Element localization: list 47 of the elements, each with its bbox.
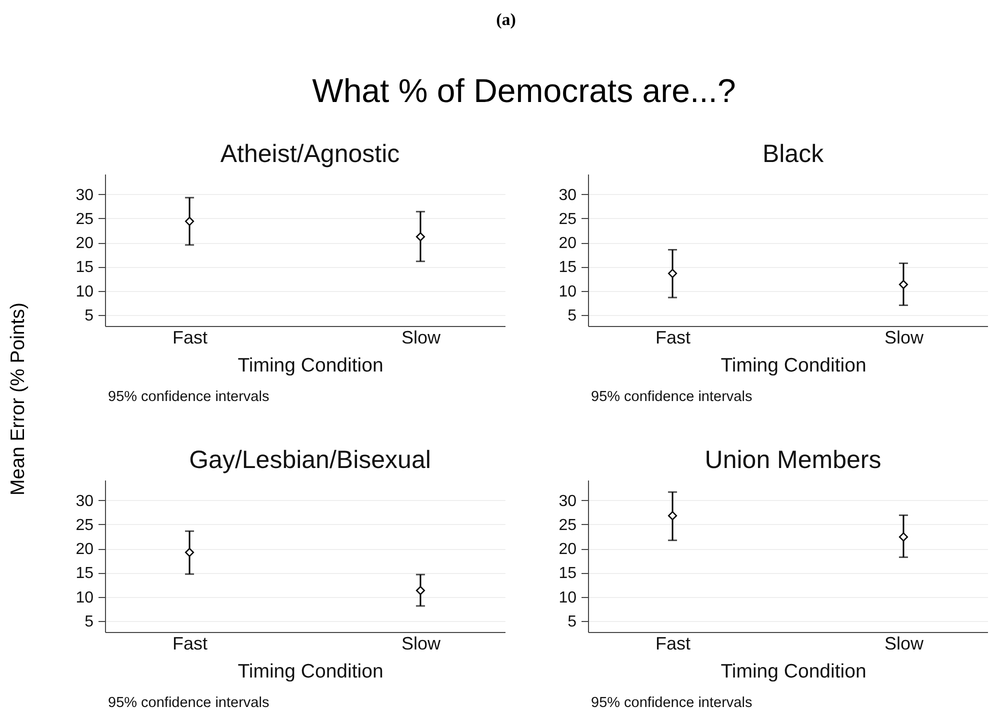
x-tick-label: Slow [884,328,924,348]
text: 95% confidence intervals [591,389,752,405]
x-axis-title: Timing Condition [238,354,384,376]
chart-title: Black [762,140,824,168]
y-tick-label: 5 [84,613,94,630]
x-tick-label: Fast [172,328,208,348]
x-tick-label: Slow [401,634,442,654]
y-tick-label: 25 [558,210,577,228]
chart-title: Union Members [704,446,882,474]
y-tick-label: 10 [558,283,577,300]
x-tick-label: Slow [884,634,924,654]
x-axis-title: Timing Condition [720,354,866,376]
x-axis-title: Timing Condition [238,660,384,682]
text: (a) [496,10,516,29]
x-tick-label: Slow [401,328,442,348]
y-tick-label: 5 [568,613,577,630]
y-tick-label: 10 [558,589,577,606]
y-tick-label: 15 [558,259,577,276]
y-tick-label: 15 [558,565,577,582]
y-tick-label: 20 [76,541,94,558]
text: Mean Error (% Points) [7,302,29,496]
y-tick-label: 20 [76,235,94,252]
y-tick-label: 30 [558,492,577,510]
y-tick-label: 25 [76,516,94,534]
y-tick-label: 20 [558,235,577,252]
text: What % of Democrats are...? [312,72,736,109]
chart-title: Atheist/Agnostic [220,140,400,168]
y-tick-label: 25 [558,516,577,534]
y-tick-label: 20 [558,541,577,558]
text: 95% confidence intervals [108,695,270,711]
y-tick-label: 10 [76,589,94,606]
x-tick-label: Fast [656,634,691,654]
x-tick-label: Fast [656,328,691,348]
y-tick-label: 15 [76,565,94,582]
y-tick-label: 5 [568,307,577,324]
y-tick-label: 25 [76,210,94,228]
x-axis-title: Timing Condition [720,660,866,682]
y-tick-label: 5 [84,307,94,324]
x-tick-label: Fast [172,634,208,654]
chart-title: Gay/Lesbian/Bisexual [189,446,431,474]
text: 95% confidence intervals [591,695,752,711]
text: 95% confidence intervals [108,389,270,405]
y-tick-label: 30 [76,492,94,510]
y-tick-label: 15 [76,259,94,276]
y-tick-label: 30 [76,186,94,204]
y-tick-label: 10 [76,283,94,300]
y-tick-label: 30 [558,186,577,204]
